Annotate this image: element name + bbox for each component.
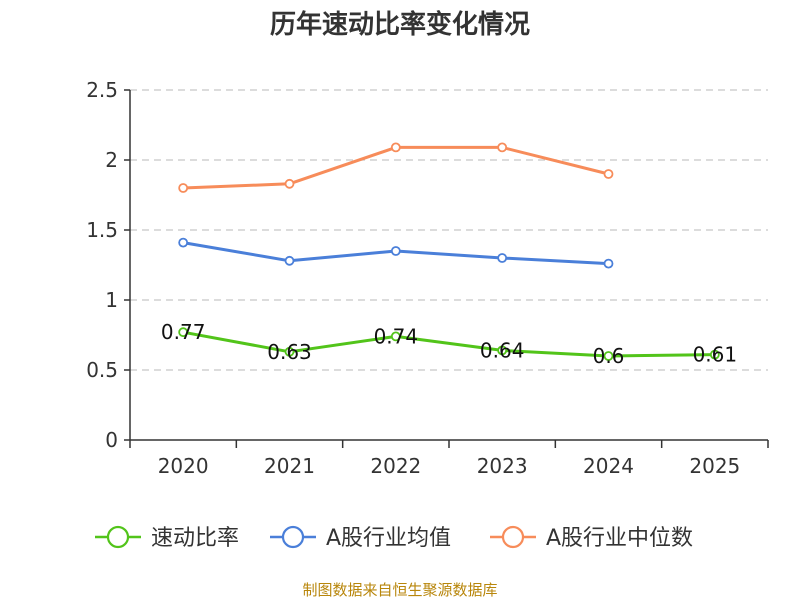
x-tick-label: 2022: [370, 454, 421, 478]
grid-lines: [130, 89, 768, 371]
series-layer: 0.77 0.63 0.74 0.64 0.6 0.61: [161, 142, 738, 368]
data-label: 0.74: [374, 324, 419, 348]
data-point: [603, 351, 614, 361]
legend: 速动比率 A股行业均值 A股行业中位数: [95, 525, 693, 551]
y-tick-label: 1.5: [86, 218, 118, 242]
data-point: [603, 258, 614, 269]
source-note: 制图数据来自恒生聚源数据库: [302, 581, 497, 599]
data-point: [497, 142, 508, 153]
y-tick-label: 2.5: [86, 78, 118, 102]
chart-title: 历年速动比率变化情况: [270, 9, 530, 40]
data-point: [178, 183, 189, 193]
y-tick-label: 2: [105, 148, 118, 172]
legend-label: 速动比率: [151, 526, 239, 551]
legend-marker: [281, 525, 305, 549]
x-tick-label: 2025: [689, 454, 740, 478]
x-tick-label: 2021: [264, 454, 315, 478]
data-point: [709, 349, 720, 360]
data-point: [178, 327, 189, 338]
data-label: 0.6: [593, 344, 625, 368]
legend-marker: [501, 525, 525, 549]
data-point: [178, 237, 189, 248]
data-point: [390, 246, 401, 256]
data-label: 0.61: [693, 343, 738, 367]
y-tick-label: 0: [105, 428, 118, 452]
series-line-0: [182, 330, 715, 358]
data-point: [284, 255, 295, 266]
x-tick-label: 2020: [158, 454, 209, 478]
x-tick-label: 2023: [477, 454, 528, 478]
y-tick-label: 0.5: [86, 358, 118, 382]
legend-label: A股行业中位数: [546, 526, 693, 551]
axes: 0 0.5 1 1.5 2 2.5 2020 2021 2022 2023 2024 2025: [86, 78, 769, 478]
data-point: [390, 331, 401, 342]
data-label: 0.64: [480, 338, 525, 362]
data-point: [390, 142, 401, 153]
legend-marker: [106, 525, 130, 549]
x-tick-label: 2024: [583, 454, 634, 478]
data-point: [284, 178, 295, 189]
data-point: [603, 169, 614, 179]
data-label: 0.63: [267, 340, 312, 364]
data-label: 0.77: [161, 320, 206, 344]
legend-label: A股行业均值: [326, 526, 451, 551]
data-point: [497, 253, 508, 263]
y-tick-label: 1: [105, 288, 118, 312]
data-point: [497, 345, 508, 356]
data-point: [284, 346, 295, 357]
series-line-2: [183, 145, 609, 190]
